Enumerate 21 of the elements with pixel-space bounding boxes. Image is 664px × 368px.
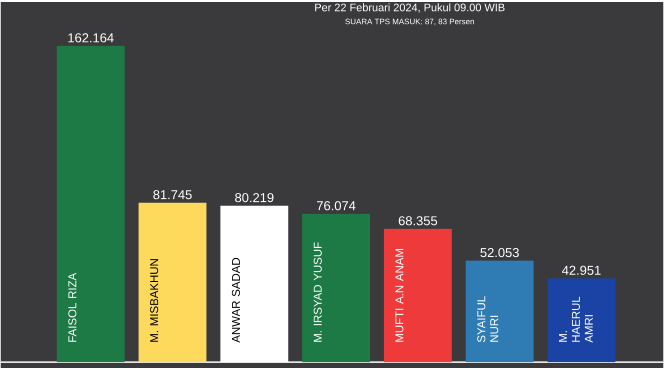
x-tick-label: MUFTI A.N ANAM [395,248,404,342]
x-tick-label: M. IRSYAD YUSUF [314,242,322,342]
data-label: 76.074 [317,201,356,210]
chart-title: Per 22 Februari 2024, Pukul 09.00 WIB [315,3,505,13]
data-label: 42.951 [562,266,601,275]
x-tick-label: M. HAERUL AMRI [559,296,593,343]
x-tick-label: FAISOL RIZA [68,272,76,342]
x-tick-label: M. MISBAKHUN [150,259,158,342]
x-tick-label: SYAIFUL NURI [477,296,498,342]
bar [302,214,370,362]
x-tick-label: ANWAR SADAD [232,258,240,343]
bar [548,278,616,362]
bar [466,260,534,362]
bar [138,202,206,362]
bar [384,228,452,362]
data-label: 81.745 [153,190,192,200]
data-label: 162.164 [68,33,114,42]
data-label: 52.053 [480,248,519,258]
bar [56,46,125,362]
data-label: 80.219 [235,192,274,202]
data-label: 68.355 [398,216,438,226]
